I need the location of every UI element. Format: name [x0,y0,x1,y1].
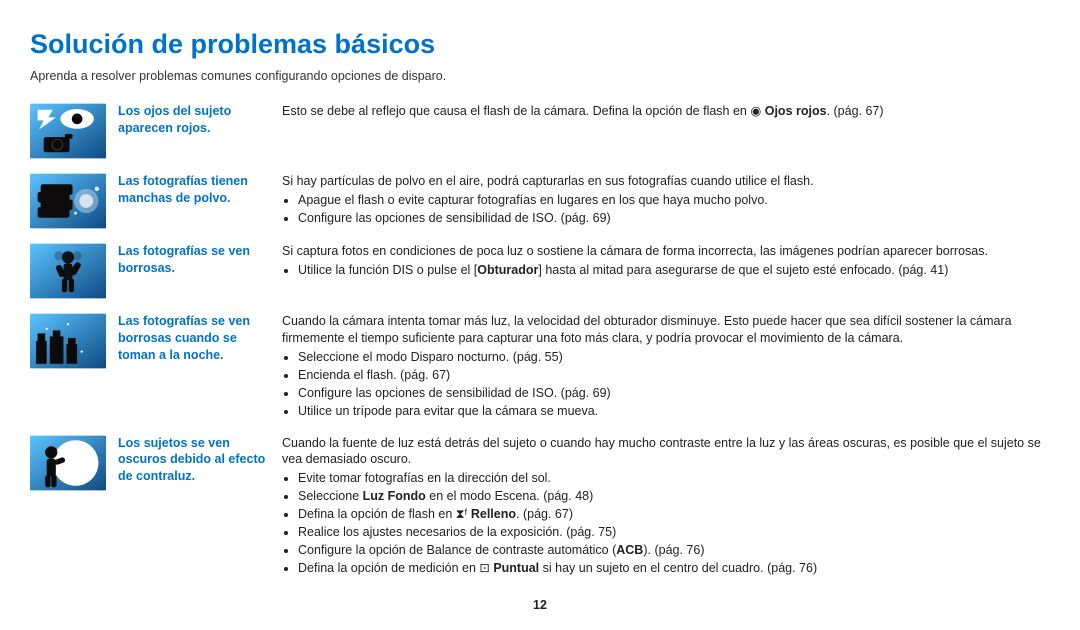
page-title: Solución de problemas básicos [30,26,1050,62]
item-lead: Cuando la fuente de luz está detrás del … [282,435,1050,469]
bullet: Seleccione el modo Disparo nocturno. (pá… [298,349,1050,366]
bullet-post: ). (pág. 76) [643,543,704,557]
bullet-pre: Seleccione [298,489,363,503]
bullet: Encienda el flash. (pág. 67) [298,367,1050,384]
lead-bold: Ojos rojos [765,104,827,118]
lead-pre: Esto se debe al reflejo que causa el fla… [282,104,765,118]
bullet-pre: Configure la opción de Balance de contra… [298,543,616,557]
troubleshoot-item: Los ojos del sujeto aparecen rojos. Esto … [30,103,1050,159]
dust-icon [30,173,106,229]
item-lead: Esto se debe al reflejo que causa el fla… [282,103,1050,120]
bullet: Apague el flash o evite capturar fotogra… [298,192,1050,209]
item-description: Si hay partículas de polvo en el aire, p… [282,173,1050,228]
item-description: Si captura fotos en condiciones de poca … [282,243,1050,280]
item-lead: Si captura fotos en condiciones de poca … [282,243,1050,260]
item-description: Cuando la cámara intenta tomar más luz, … [282,313,1050,420]
backlight-icon [30,435,106,491]
bullet-post: ] hasta al mitad para asegurarse de que … [538,263,948,277]
troubleshoot-item: Las fotografías se ven borrosas cuando s… [30,313,1050,420]
blur-icon [30,243,106,299]
bullet: Defina la opción de flash en ⧗ᶠ Relleno.… [298,506,1050,523]
bullet: Configure la opción de Balance de contra… [298,542,1050,559]
bullet-bold: Puntual [493,561,539,575]
item-label: Los ojos del sujeto aparecen rojos. [118,103,270,137]
bullet: Configure las opciones de sensibilidad d… [298,385,1050,402]
bullet-bold: Obturador [477,263,538,277]
item-bullets: Seleccione el modo Disparo nocturno. (pá… [282,349,1050,420]
bullet: Utilice un trípode para evitar que la cá… [298,403,1050,420]
bullet: Seleccione Luz Fondo en el modo Escena. … [298,488,1050,505]
item-description: Cuando la fuente de luz está detrás del … [282,435,1050,578]
item-description: Esto se debe al reflejo que causa el fla… [282,103,1050,122]
bullet-pre: Defina la opción de flash en ⧗ᶠ [298,507,471,521]
item-bullets: Apague el flash o evite capturar fotogra… [282,192,1050,227]
bullet: Defina la opción de medición en ⊡ Puntua… [298,560,1050,577]
item-bullets: Utilice la función DIS o pulse el [Obtur… [282,262,1050,279]
bullet-pre: Defina la opción de medición en ⊡ [298,561,493,575]
item-lead: Cuando la cámara intenta tomar más luz, … [282,313,1050,347]
bullet-post: si hay un sujeto en el centro del cuadro… [539,561,817,575]
bullet: Realice los ajustes necesarios de la exp… [298,524,1050,541]
item-label: Las fotografías tienen manchas de polvo. [118,173,270,207]
bullet-post: en el modo Escena. (pág. 48) [426,489,593,503]
item-lead: Si hay partículas de polvo en el aire, p… [282,173,1050,190]
troubleshoot-item: Los sujetos se ven oscuros debido al efe… [30,435,1050,578]
item-bullets: Evite tomar fotografías en la dirección … [282,470,1050,576]
bullet: Configure las opciones de sensibilidad d… [298,210,1050,227]
item-label: Las fotografías se ven borrosas cuando s… [118,313,270,364]
bullet-bold: Relleno [471,507,516,521]
bullet-pre: Utilice la función DIS o pulse el [ [298,263,477,277]
troubleshoot-item: Las fotografías tienen manchas de polvo.… [30,173,1050,229]
bullet: Evite tomar fotografías en la dirección … [298,470,1050,487]
bullet: Utilice la función DIS o pulse el [Obtur… [298,262,1050,279]
night-icon [30,313,106,369]
intro-text: Aprenda a resolver problemas comunes con… [30,68,1050,85]
lead-post: . (pág. 67) [827,104,884,118]
page-number: 12 [0,597,1080,614]
red-eye-icon [30,103,106,159]
item-label: Los sujetos se ven oscuros debido al efe… [118,435,270,486]
item-label: Las fotografías se ven borrosas. [118,243,270,277]
troubleshoot-item: Las fotografías se ven borrosas. Si captu… [30,243,1050,299]
bullet-post: . (pág. 67) [516,507,573,521]
bullet-bold: ACB [616,543,643,557]
bullet-bold: Luz Fondo [363,489,426,503]
